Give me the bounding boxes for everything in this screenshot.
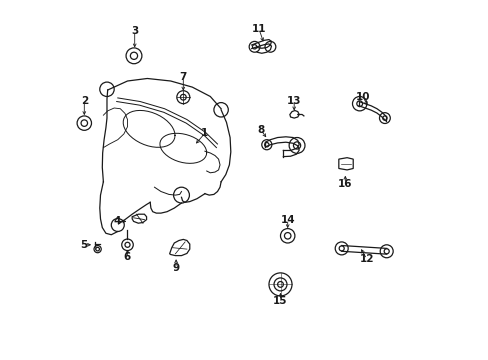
Text: 4: 4 [113,216,120,226]
Text: 6: 6 [123,252,131,262]
Text: 11: 11 [251,24,265,34]
Text: 16: 16 [337,179,352,189]
Text: 14: 14 [280,215,294,225]
Text: 2: 2 [81,96,88,106]
Text: 13: 13 [286,96,301,106]
Text: 3: 3 [131,26,138,36]
Text: 7: 7 [179,72,186,82]
Text: 15: 15 [273,296,287,306]
Text: 12: 12 [359,254,373,264]
Text: 8: 8 [257,125,264,135]
Text: 5: 5 [81,240,88,250]
Text: 1: 1 [201,128,208,138]
Text: 10: 10 [355,92,370,102]
Text: 9: 9 [172,263,179,273]
